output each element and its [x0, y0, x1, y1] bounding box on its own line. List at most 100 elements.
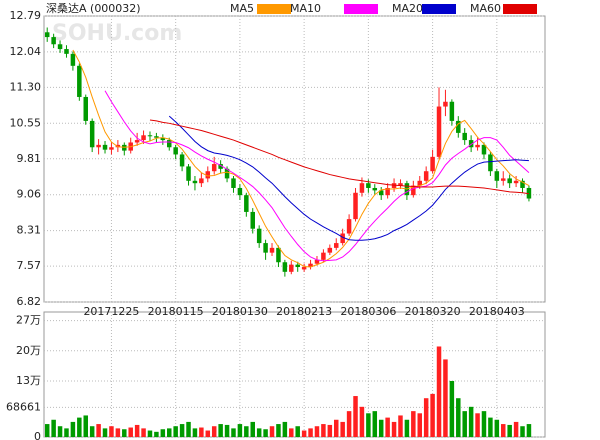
candle-body: [244, 195, 249, 212]
chart-title: 深桑达A (000032): [46, 2, 141, 15]
candle-body: [102, 144, 108, 150]
candle-body: [179, 154, 185, 167]
y-tick-label: 9.06: [17, 188, 42, 201]
y-tick-label: 7.57: [17, 259, 42, 272]
volume-bar: [244, 426, 249, 437]
x-tick-label: 20180115: [148, 305, 204, 318]
candle-body: [366, 183, 371, 188]
volume-bar: [115, 428, 121, 437]
volume-bar: [77, 417, 82, 437]
candle-body: [141, 135, 146, 141]
ma-line: [72, 49, 530, 268]
volume-bar: [289, 428, 294, 437]
volume-bar: [237, 424, 243, 437]
volume-bar: [346, 411, 352, 437]
volume-bar: [308, 428, 313, 437]
legend-label: MA20: [392, 2, 423, 15]
volume-bar: [301, 430, 307, 437]
y-tick-label: 9.81: [17, 152, 42, 165]
volume-panel: [43, 311, 546, 438]
candle-body: [186, 166, 191, 181]
legend-swatch: [257, 4, 291, 14]
volume-bar: [147, 430, 153, 437]
candle-body: [314, 259, 320, 264]
candle-body: [488, 154, 493, 172]
volume-bar: [372, 411, 378, 437]
volume-bar: [122, 429, 127, 437]
y-tick-label: 0: [34, 430, 41, 440]
ma-line: [149, 119, 530, 195]
candle-body: [372, 187, 378, 191]
volume-bar: [57, 426, 63, 437]
x-tick-label: 20171225: [83, 305, 139, 318]
candle-body: [398, 183, 403, 186]
candle-body: [218, 164, 223, 169]
volume-bar: [430, 393, 435, 437]
candle-body: [199, 178, 204, 184]
candle-body: [353, 192, 358, 220]
candle-body: [443, 101, 448, 107]
candle-body: [263, 243, 268, 253]
volume-bar: [475, 413, 480, 437]
volume-bar: [488, 417, 493, 437]
volume-bar: [468, 406, 474, 437]
candle-body: [462, 132, 467, 141]
volume-bar: [192, 428, 198, 437]
legend-swatch: [344, 4, 378, 14]
x-tick-label: 20180130: [212, 305, 268, 318]
volume-bar: [295, 426, 300, 437]
volume-bar: [282, 421, 288, 437]
x-tick-label: 20180213: [276, 305, 332, 318]
candle-body: [173, 147, 178, 155]
candle-body: [301, 267, 307, 270]
candle-body: [57, 44, 63, 50]
volume-bar: [423, 398, 429, 437]
y-tick-label: 6.82: [17, 295, 42, 308]
volume-bar: [366, 413, 371, 437]
y-tick-label: 12.79: [10, 9, 42, 22]
y-tick-label: 10.55: [10, 116, 42, 129]
candle-body: [321, 252, 326, 260]
candle-body: [340, 233, 345, 244]
volume-bar: [462, 411, 467, 437]
candle-body: [167, 140, 172, 148]
candle-body: [468, 140, 474, 148]
candle-body: [346, 219, 352, 234]
volume-bar: [449, 380, 455, 437]
volume-bar: [314, 426, 320, 437]
volume-bar: [179, 424, 185, 437]
candle-body: [295, 264, 300, 268]
candle-body: [231, 178, 236, 188]
candle-body: [250, 211, 255, 229]
volume-bar: [154, 431, 159, 437]
candle-body: [211, 164, 217, 172]
volume-bar: [520, 426, 525, 437]
volume-bar: [173, 426, 178, 437]
candle-body: [481, 144, 487, 155]
candle-body: [411, 185, 416, 196]
volume-bar: [507, 424, 512, 437]
volume-bar: [417, 413, 422, 437]
candle-body: [160, 137, 166, 141]
volume-bar: [89, 426, 95, 437]
candle-body: [237, 187, 243, 196]
candle-body: [359, 183, 365, 193]
volume-bar: [70, 421, 76, 437]
x-tick-label: 20180403: [469, 305, 525, 318]
candle-body: [327, 247, 333, 253]
y-tick-label: 12.04: [10, 45, 42, 58]
x-tick-label: 20180306: [340, 305, 396, 318]
x-tick-label: 20180320: [405, 305, 461, 318]
volume-bar: [501, 424, 506, 437]
volume-bar: [404, 419, 410, 437]
y-tick-label: 20万: [16, 344, 41, 357]
legend-swatch: [422, 4, 456, 14]
candle-body: [205, 171, 211, 179]
volume-bar: [276, 424, 281, 437]
candle-body: [507, 178, 512, 184]
volume-bar: [250, 421, 255, 437]
legend-swatch: [503, 4, 537, 14]
volume-bar: [481, 411, 487, 437]
volume-bar: [102, 428, 108, 437]
